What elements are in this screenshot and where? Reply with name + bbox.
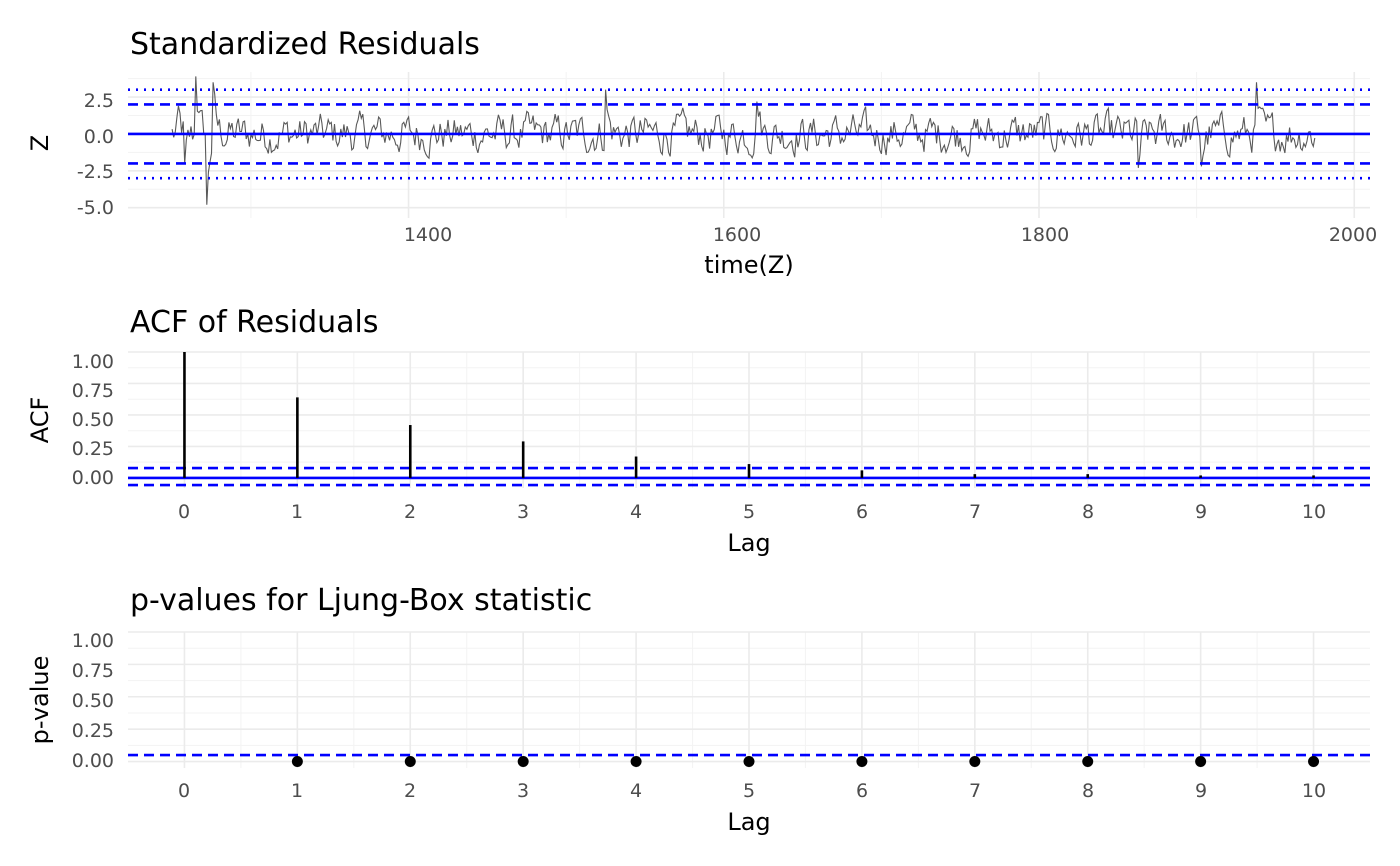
residuals-reference-lines (128, 88, 1370, 180)
residuals-y-tick-label: 2.5 (84, 90, 114, 112)
ljung-box-y-tick-label: 0.75 (72, 660, 114, 682)
residuals-grid (128, 72, 1370, 218)
ljung-box-point (1082, 756, 1094, 768)
residuals-y-tick-label: -2.5 (77, 161, 114, 183)
acf-title: ACF of Residuals (130, 305, 379, 340)
acf-y-tick-label: 0.75 (72, 380, 114, 402)
acf-x-tick-label: 1 (291, 501, 303, 523)
acf-x-tick-labels: 0 1 2 3 4 5 6 7 8 9 10 (178, 501, 1326, 523)
ljung-box-y-axis-title: p-value (26, 656, 54, 745)
residuals-x-axis-title: time(Z) (704, 251, 793, 279)
ljung-box-point (404, 756, 416, 768)
acf-y-axis-title: ACF (26, 397, 54, 444)
ljung-box-x-tick-label: 7 (969, 780, 981, 802)
residuals-x-tick-label: 1800 (1021, 224, 1069, 246)
ljung-box-x-tick-label: 3 (517, 780, 529, 802)
ljung-box-x-tick-label: 6 (856, 780, 868, 802)
acf-x-tick-label: 7 (969, 501, 981, 523)
ljung-box-x-tick-label: 2 (404, 780, 416, 802)
acf-y-tick-labels: 1.00 0.75 0.50 0.25 0.00 (72, 351, 114, 489)
ljung-box-x-tick-label: 0 (178, 780, 190, 802)
ljung-box-x-tick-label: 9 (1195, 780, 1207, 802)
acf-panel: ACF of Residuals 1.00 0.75 0.50 0.25 0.0… (26, 305, 1370, 557)
residuals-series (171, 76, 1316, 205)
ljung-box-grid (128, 631, 1370, 768)
acf-x-tick-label: 5 (743, 501, 755, 523)
residuals-line (171, 76, 1316, 205)
ljung-box-points (291, 756, 1320, 768)
acf-x-tick-label: 2 (404, 501, 416, 523)
ljung-box-x-tick-label: 10 (1302, 780, 1326, 802)
ljung-box-y-tick-labels: 1.00 0.75 0.50 0.25 0.00 (72, 630, 114, 772)
ljung-box-y-tick-label: 0.50 (72, 690, 114, 712)
residuals-x-tick-labels: 1400 1600 1800 2000 (404, 224, 1377, 246)
ljung-box-x-tick-label: 1 (291, 780, 303, 802)
ljung-box-x-axis-title: Lag (727, 808, 770, 836)
ljung-box-point (856, 756, 868, 768)
residuals-y-tick-label: 0.0 (84, 126, 114, 148)
ljung-box-title: p-values for Ljung-Box statistic (130, 583, 592, 618)
ljung-box-point (630, 756, 642, 768)
residuals-x-tick-label: 1600 (713, 224, 761, 246)
ljung-box-y-tick-label: 0.00 (72, 750, 114, 772)
acf-x-tick-label: 4 (630, 501, 642, 523)
residuals-x-tick-label: 2000 (1329, 224, 1377, 246)
acf-x-tick-label: 9 (1195, 501, 1207, 523)
ljung-box-x-tick-label: 4 (630, 780, 642, 802)
ljung-box-x-tick-labels: 0 1 2 3 4 5 6 7 8 9 10 (178, 780, 1326, 802)
acf-x-tick-label: 6 (856, 501, 868, 523)
residuals-y-tick-labels: 2.5 0.0 -2.5 -5.0 (77, 90, 114, 219)
acf-x-tick-label: 0 (178, 501, 190, 523)
acf-y-tick-label: 0.50 (72, 409, 114, 431)
ljung-box-point (291, 756, 303, 768)
ljung-box-y-tick-label: 1.00 (72, 630, 114, 652)
acf-x-tick-label: 3 (517, 501, 529, 523)
ljung-box-point (743, 756, 755, 768)
acf-y-tick-label: 1.00 (72, 351, 114, 373)
residuals-y-axis-title: Z (26, 135, 54, 151)
residuals-title: Standardized Residuals (130, 27, 480, 62)
residuals-x-tick-label: 1400 (404, 224, 452, 246)
ljung-box-y-tick-label: 0.25 (72, 720, 114, 742)
acf-x-tick-label: 8 (1082, 501, 1094, 523)
acf-bars (183, 352, 1315, 478)
residuals-panel: Standardized Residuals 2.5 0.0 -2.5 -5.0… (26, 27, 1377, 279)
residuals-y-tick-label: -5.0 (77, 197, 114, 219)
ljung-box-point (1195, 756, 1207, 768)
acf-y-tick-label: 0.00 (72, 467, 114, 489)
ljung-box-x-tick-label: 5 (743, 780, 755, 802)
ljung-box-point (1308, 756, 1320, 768)
acf-y-tick-label: 0.25 (72, 438, 114, 460)
ljung-box-point (969, 756, 981, 768)
ljung-box-panel: p-values for Ljung-Box statistic 1.00 0.… (26, 583, 1370, 836)
ljung-box-x-tick-label: 8 (1082, 780, 1094, 802)
acf-x-axis-title: Lag (727, 529, 770, 557)
acf-x-tick-label: 10 (1302, 501, 1326, 523)
ljung-box-point (517, 756, 529, 768)
